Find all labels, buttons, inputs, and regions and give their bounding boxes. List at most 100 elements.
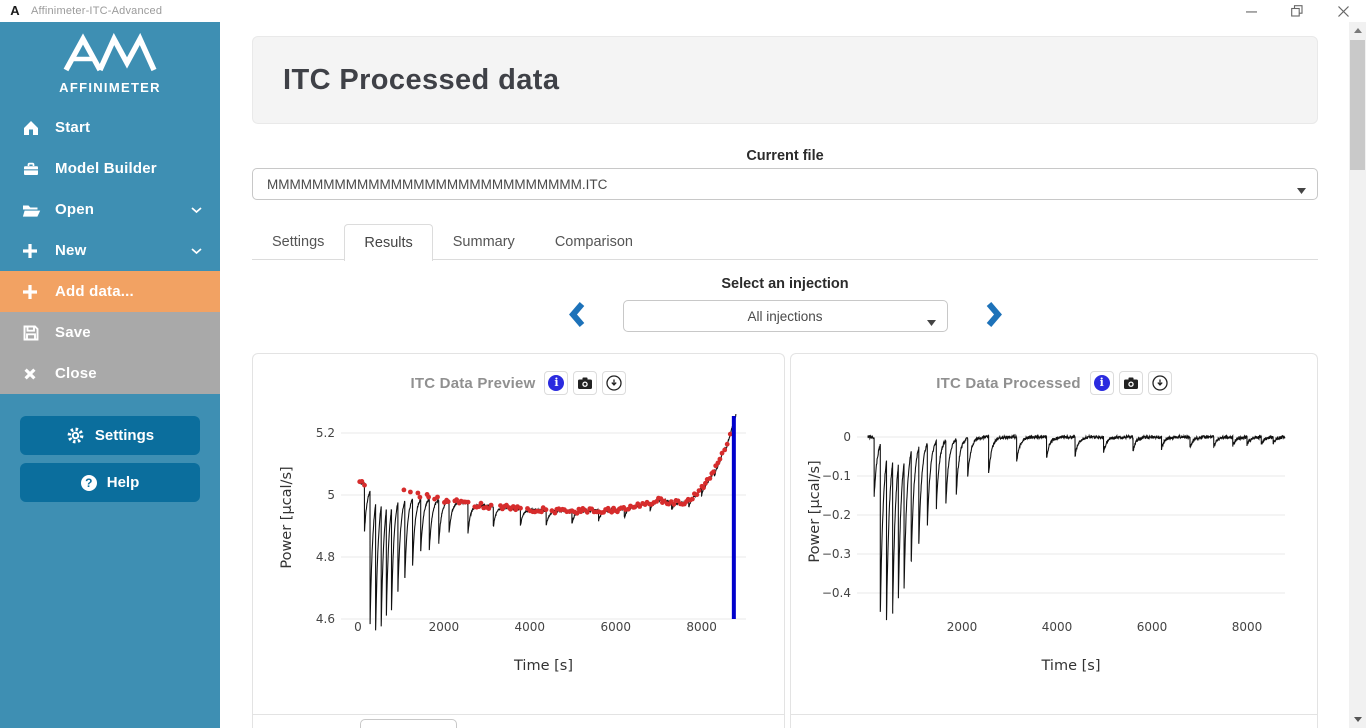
tab-comparison[interactable]: Comparison — [554, 233, 633, 250]
app-logo-icon: A — [10, 3, 20, 18]
svg-text:0: 0 — [354, 620, 362, 634]
injection-select[interactable]: All injections — [622, 300, 948, 332]
download-button[interactable] — [602, 371, 627, 395]
settings-button[interactable]: Settings — [20, 416, 200, 455]
plus-icon — [22, 243, 42, 259]
svg-text:Power [µcal/s]: Power [µcal/s] — [807, 460, 823, 562]
sidebar: AFFINIMETER Start Model Builder Open — [0, 22, 220, 728]
svg-text:−0.1: −0.1 — [822, 469, 851, 483]
save-icon — [22, 324, 42, 342]
sidebar-item-label: Save — [55, 324, 91, 341]
svg-text:2000: 2000 — [429, 620, 460, 634]
next-injection-button[interactable] — [986, 301, 1003, 328]
svg-text:4000: 4000 — [1042, 620, 1073, 634]
chevron-down-icon — [191, 242, 202, 259]
page-title: ITC Processed data — [283, 63, 560, 96]
chevron-right-icon — [986, 301, 1002, 327]
select-injection-label: Select an injection — [721, 276, 849, 292]
itc-data-preview-panel: ITC Data Preview i 5.2 5 4.8 4.6 0 2000 4000 60… — [252, 353, 785, 728]
svg-text:6000: 6000 — [1137, 620, 1168, 634]
scrollbar-thumb[interactable] — [1350, 40, 1365, 170]
restore-icon — [1291, 5, 1303, 17]
info-icon: i — [1093, 375, 1110, 391]
svg-text:Time [s]: Time [s] — [1041, 658, 1101, 674]
vertical-scrollbar[interactable] — [1349, 22, 1366, 728]
sidebar-item-close[interactable]: Close — [0, 353, 220, 394]
svg-text:Time [s]: Time [s] — [513, 658, 573, 674]
threshold-input[interactable] — [360, 719, 458, 728]
close-window-button[interactable] — [1320, 0, 1366, 22]
snapshot-button[interactable] — [573, 371, 598, 395]
affinimeter-logo-text: AFFINIMETER — [59, 80, 161, 95]
close-icon — [22, 366, 42, 382]
current-file-select[interactable]: MMMMMMMMMMMMMMMMMMMMMMMMMMMM.ITC — [252, 168, 1318, 200]
svg-text:2000: 2000 — [947, 620, 978, 634]
scroll-up-icon — [1353, 28, 1362, 33]
minimize-button[interactable] — [1228, 0, 1274, 22]
sidebar-item-label: Model Builder — [55, 160, 157, 177]
download-icon — [606, 375, 623, 391]
help-button[interactable]: ? Help — [20, 463, 200, 502]
window-title: Affinimeter-ITC-Advanced — [31, 5, 163, 17]
camera-icon — [578, 377, 593, 389]
sidebar-item-label: Close — [55, 365, 97, 382]
download-icon — [1152, 375, 1168, 391]
svg-text:5.2: 5.2 — [316, 426, 335, 440]
camera-icon — [1123, 377, 1138, 389]
panel-divider — [253, 714, 784, 715]
panel-divider — [791, 714, 1317, 715]
window-titlebar: A Affinimeter-ITC-Advanced — [0, 0, 1366, 22]
sidebar-item-label: Start — [55, 119, 91, 136]
folder-open-icon — [22, 201, 42, 219]
tab-settings[interactable]: Settings — [272, 233, 325, 250]
sidebar-item-model-builder[interactable]: Model Builder — [0, 148, 220, 189]
download-button[interactable] — [1147, 371, 1172, 395]
gear-icon — [67, 427, 84, 444]
scroll-down-button[interactable] — [1349, 711, 1366, 728]
apply-all-injections-label: Apply to all inj. — [479, 726, 571, 728]
minimize-icon — [1245, 10, 1257, 12]
main-content: ITC Processed data Current file MMMMMMMM… — [220, 22, 1349, 728]
sidebar-item-add-data[interactable]: Add data... — [0, 271, 220, 312]
sidebar-item-label: Add data... — [55, 283, 134, 300]
chevron-down-icon — [191, 201, 202, 218]
home-icon — [22, 119, 42, 137]
itc-data-preview-chart[interactable]: 5.2 5 4.8 4.6 0 2000 4000 6000 8000 Time [s] Power… — [253, 403, 784, 711]
itc-data-processed-chart[interactable]: 0 −0.1 −0.2 −0.3 −0.4 2000 4000 6000 8000 Time [s… — [791, 403, 1317, 711]
affinimeter-logo-icon — [63, 32, 157, 72]
sidebar-item-new[interactable]: New — [0, 230, 220, 271]
itc-data-processed-panel: ITC Data Processed i 0 −0.1 −0.2 −0.3 −0.4 20… — [790, 353, 1318, 728]
svg-text:5: 5 — [327, 488, 335, 502]
svg-text:−0.3: −0.3 — [822, 547, 851, 561]
snapshot-button[interactable] — [1118, 371, 1143, 395]
sidebar-item-label: New — [55, 242, 87, 259]
briefcase-icon — [22, 160, 42, 178]
svg-text:4.6: 4.6 — [316, 612, 335, 626]
close-window-icon — [1337, 5, 1349, 17]
tab-summary[interactable]: Summary — [452, 233, 515, 250]
plus-icon — [22, 284, 42, 300]
dropdown-caret-icon — [1297, 182, 1306, 197]
sidebar-item-open[interactable]: Open — [0, 189, 220, 230]
restore-button[interactable] — [1274, 0, 1320, 22]
help-button-label: Help — [106, 474, 140, 491]
svg-text:8000: 8000 — [686, 620, 717, 634]
threshold-label: Threshold: — [286, 726, 347, 728]
scroll-up-button[interactable] — [1349, 22, 1366, 39]
current-file-label: Current file — [746, 148, 824, 164]
svg-text:4.8: 4.8 — [316, 550, 335, 564]
tab-bar: Settings Results Summary Comparison — [252, 223, 1318, 261]
previous-injection-button[interactable] — [568, 301, 585, 328]
svg-text:Power [µcal/s]: Power [µcal/s] — [279, 466, 295, 568]
page-header: ITC Processed data — [252, 36, 1318, 124]
sidebar-item-start[interactable]: Start — [0, 107, 220, 148]
chart-title: ITC Data Processed — [936, 374, 1081, 392]
current-file-value: MMMMMMMMMMMMMMMMMMMMMMMMMMMM.ITC — [267, 176, 608, 192]
sidebar-item-save[interactable]: Save — [0, 312, 220, 353]
tab-results[interactable]: Results — [344, 224, 433, 261]
info-button[interactable]: i — [1089, 371, 1114, 395]
info-button[interactable]: i — [544, 371, 569, 395]
svg-text:−0.4: −0.4 — [822, 586, 851, 600]
sidebar-item-label: Open — [55, 201, 95, 218]
dropdown-caret-icon — [926, 314, 936, 329]
